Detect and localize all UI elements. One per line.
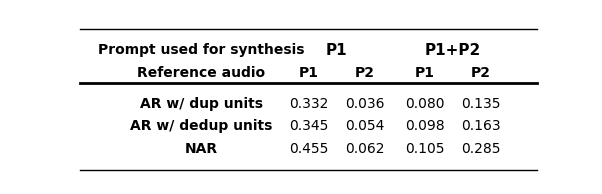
Text: 0.345: 0.345	[289, 119, 328, 133]
Text: P1+P2: P1+P2	[425, 43, 481, 58]
Text: 0.163: 0.163	[461, 119, 501, 133]
Text: Reference audio: Reference audio	[137, 66, 265, 80]
Text: AR w/ dedup units: AR w/ dedup units	[130, 119, 273, 133]
Text: 0.455: 0.455	[289, 142, 328, 156]
Text: 0.332: 0.332	[289, 97, 328, 111]
Text: 0.036: 0.036	[345, 97, 384, 111]
Text: 0.098: 0.098	[405, 119, 445, 133]
Text: 0.135: 0.135	[461, 97, 501, 111]
Text: 0.062: 0.062	[345, 142, 384, 156]
Text: 0.054: 0.054	[345, 119, 384, 133]
Text: 0.285: 0.285	[461, 142, 501, 156]
Text: NAR: NAR	[185, 142, 218, 156]
Text: AR w/ dup units: AR w/ dup units	[140, 97, 262, 111]
Text: P2: P2	[355, 66, 374, 80]
Text: Prompt used for synthesis: Prompt used for synthesis	[98, 43, 305, 57]
Text: P1: P1	[415, 66, 435, 80]
Text: P2: P2	[471, 66, 491, 80]
Text: 0.080: 0.080	[405, 97, 445, 111]
Text: 0.105: 0.105	[405, 142, 445, 156]
Text: P1: P1	[299, 66, 318, 80]
Text: P1: P1	[326, 43, 347, 58]
